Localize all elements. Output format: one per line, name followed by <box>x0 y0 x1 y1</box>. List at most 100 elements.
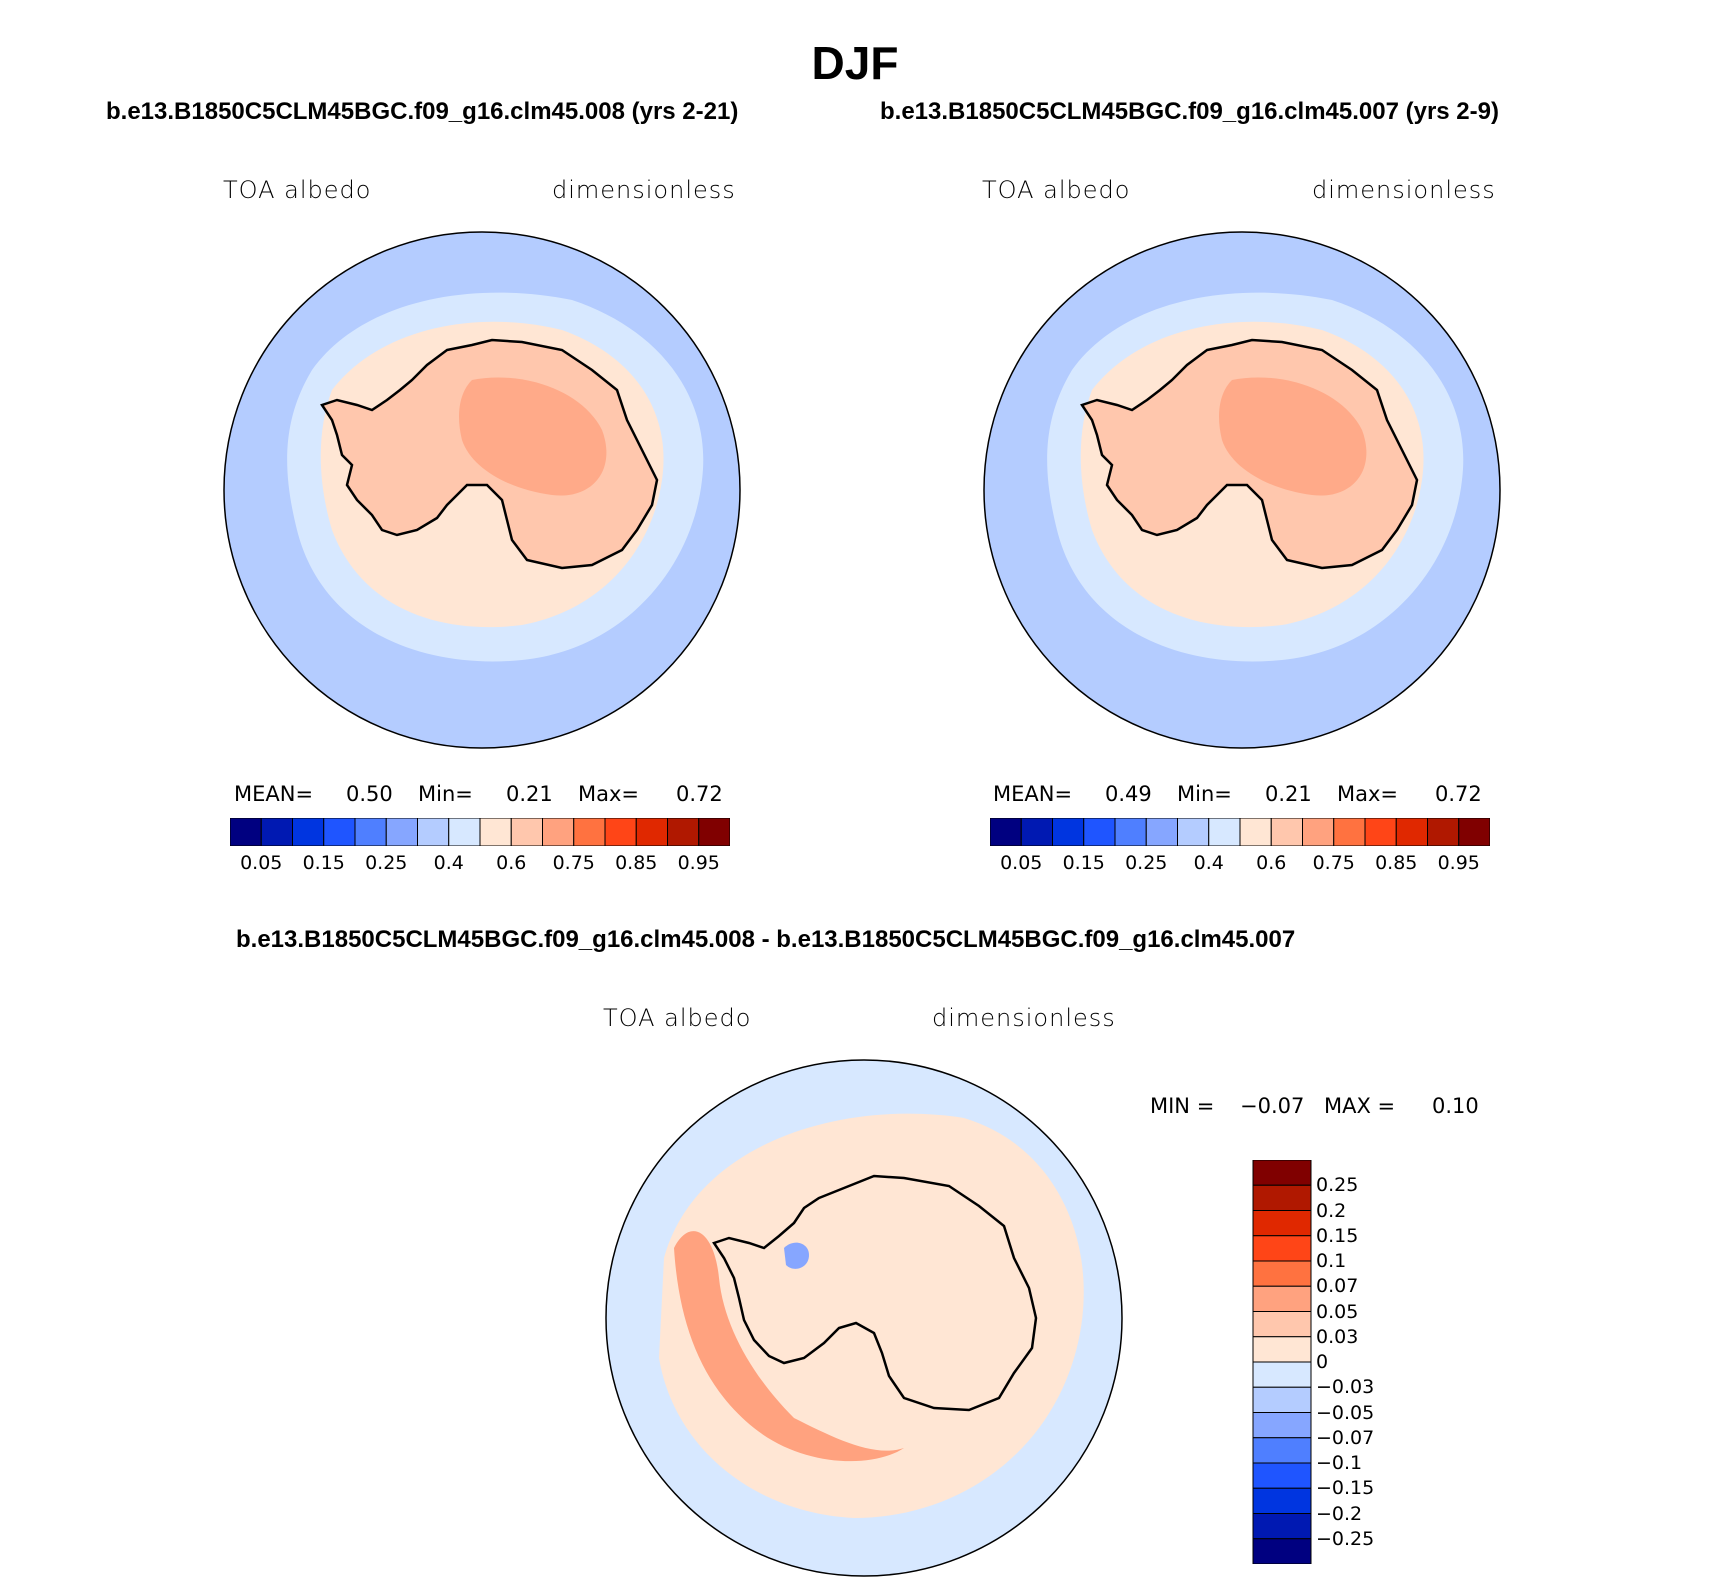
panel2-colorbar-swatch <box>1114 818 1147 846</box>
diff-min-label: MIN = <box>1150 1094 1215 1118</box>
diff-colorbar-swatch <box>1252 1487 1312 1514</box>
panel2-colorbar-swatch <box>1177 818 1210 846</box>
panel1-min-label: Min= <box>418 782 473 806</box>
panel1-colorbar-swatch <box>417 818 450 846</box>
panel2-max-label: Max= <box>1337 782 1399 806</box>
panel2-min-label: Min= <box>1177 782 1232 806</box>
diff-min-value: −0.07 <box>1240 1094 1305 1118</box>
diff-colorbar-tick-label: −0.25 <box>1316 1527 1375 1550</box>
diff-max-value: 0.10 <box>1432 1094 1479 1118</box>
diff-colorbar-tick-label: −0.07 <box>1316 1426 1375 1449</box>
panel1-colorbar-swatch <box>510 818 543 846</box>
diff-max-label: MAX = <box>1324 1094 1396 1118</box>
panel2-max-value: 0.72 <box>1435 782 1482 806</box>
panel2-polar-map <box>983 231 1501 749</box>
diff-colorbar-swatch <box>1252 1538 1312 1564</box>
diff-colorbar-swatch <box>1252 1184 1312 1211</box>
diff-colorbar-swatch <box>1252 1260 1312 1287</box>
panel2-colorbar-tick-label: 0.85 <box>1375 852 1418 874</box>
panel1-colorbar-swatch <box>354 818 387 846</box>
panel1-colorbar-swatch <box>292 818 325 846</box>
diff-colorbar-swatch <box>1252 1336 1312 1363</box>
panel2-colorbar-swatch <box>1020 818 1053 846</box>
panel1-mean-value: 0.50 <box>346 782 393 806</box>
panel1-colorbar-tick-label: 0.15 <box>302 852 345 874</box>
diff-colorbar-swatch <box>1252 1210 1312 1237</box>
panel2-colorbar-swatch <box>990 818 1022 846</box>
panel1-colorbar-swatch <box>573 818 606 846</box>
panel2-colorbar-swatch <box>1458 818 1490 846</box>
panel1-colorbar-swatch <box>698 818 730 846</box>
diff-colorbar-tick-label: 0.15 <box>1316 1224 1359 1247</box>
panel1-colorbar-labels: 0.05 0.15 0.25 0.4 0.6 0.75 0.85 0.95 <box>230 852 730 878</box>
panel2-colorbar-tick-label: 0.75 <box>1312 852 1355 874</box>
panel1-interior-high <box>459 377 607 496</box>
diff-colorbar-swatch <box>1252 1361 1312 1388</box>
panel2-mean-label: MEAN= <box>993 782 1073 806</box>
panel1-colorbar <box>230 818 730 846</box>
panel2-colorbar-swatch <box>1239 818 1272 846</box>
diff-colorbar-swatch <box>1252 1160 1312 1186</box>
panel2-colorbar-tick-label: 0.05 <box>1000 852 1043 874</box>
panel1-mean-label: MEAN= <box>234 782 314 806</box>
panel2-colorbar-swatch <box>1395 818 1428 846</box>
panel1-colorbar-swatch <box>448 818 481 846</box>
panel1-colorbar-tick-label: 0.75 <box>552 852 595 874</box>
panel1-polar-map <box>223 231 741 749</box>
panel1-colorbar-swatch <box>230 818 262 846</box>
diff-colorbar-tick-label: 0.1 <box>1316 1250 1347 1272</box>
diff-colorbar <box>1252 1160 1312 1564</box>
diff-colorbar-swatch <box>1252 1386 1312 1413</box>
diff-colorbar-tick-label: 0.2 <box>1316 1199 1347 1222</box>
diff-colorbar-swatch <box>1252 1235 1312 1262</box>
diff-colorbar-tick-label: −0.2 <box>1316 1502 1363 1525</box>
panel2-colorbar <box>990 818 1490 846</box>
diff-colorbar-tick-label: 0.07 <box>1316 1275 1359 1298</box>
panel2-case-title: b.e13.B1850C5CLM45BGC.f09_g16.clm45.007 … <box>880 98 1499 125</box>
panel2-units-label: dimensionless <box>1312 176 1496 204</box>
panel1-min-value: 0.21 <box>506 782 553 806</box>
diff-colorbar-tick-label: 0.03 <box>1316 1325 1359 1348</box>
panel1-colorbar-swatch <box>385 818 418 846</box>
panel1-colorbar-tick-label: 0.4 <box>433 852 464 874</box>
panel1-units-label: dimensionless <box>552 176 736 204</box>
diff-polar-map <box>605 1059 1123 1577</box>
panel1-case-title: b.e13.B1850C5CLM45BGC.f09_g16.clm45.008 … <box>106 98 739 125</box>
diff-colorbar-swatch <box>1252 1437 1312 1464</box>
diff-colorbar-swatch <box>1252 1285 1312 1312</box>
panel2-variable-label: TOA albedo <box>982 176 1131 204</box>
panel1-colorbar-tick-label: 0.6 <box>496 852 527 874</box>
diff-antarctica <box>712 1174 1038 1412</box>
panel1-colorbar-swatch <box>604 818 637 846</box>
panel1-colorbar-swatch <box>635 818 668 846</box>
panel2-colorbar-swatch <box>1083 818 1116 846</box>
panel2-colorbar-tick-label: 0.6 <box>1256 852 1287 874</box>
panel2-colorbar-swatch <box>1333 818 1366 846</box>
panel2-colorbar-swatch <box>1145 818 1178 846</box>
panel1-colorbar-swatch <box>667 818 700 846</box>
panel2-colorbar-swatch <box>1364 818 1397 846</box>
panel2-colorbar-tick-label: 0.25 <box>1125 852 1168 874</box>
diff-colorbar-tick-label: −0.03 <box>1316 1376 1375 1399</box>
diff-colorbar-swatch <box>1252 1462 1312 1489</box>
diff-colorbar-swatch <box>1252 1311 1312 1338</box>
diff-variable-label: TOA albedo <box>603 1004 752 1032</box>
diff-colorbar-swatch <box>1252 1412 1312 1439</box>
panel1-max-value: 0.72 <box>676 782 723 806</box>
figure-title: DJF <box>811 37 899 89</box>
panel2-colorbar-swatch <box>1427 818 1460 846</box>
panel1-colorbar-swatch <box>323 818 356 846</box>
panel2-colorbar-tick-label: 0.4 <box>1193 852 1224 874</box>
panel2-mean-value: 0.49 <box>1105 782 1152 806</box>
diff-colorbar-tick-label: −0.15 <box>1316 1477 1375 1500</box>
panel2-colorbar-tick-label: 0.95 <box>1437 852 1480 874</box>
panel1-variable-label: TOA albedo <box>223 176 372 204</box>
panel2-colorbar-swatch <box>1302 818 1335 846</box>
panel2-colorbar-tick-label: 0.15 <box>1062 852 1105 874</box>
diff-colorbar-swatch <box>1252 1513 1312 1540</box>
panel2-colorbar-labels: 0.05 0.15 0.25 0.4 0.6 0.75 0.85 0.95 <box>990 852 1490 878</box>
diff-colorbar-tick-label: 0.25 <box>1316 1174 1359 1197</box>
diff-colorbar-tick-label: 0.05 <box>1316 1300 1359 1323</box>
panel2-min-value: 0.21 <box>1265 782 1312 806</box>
panel2-colorbar-swatch <box>1270 818 1303 846</box>
